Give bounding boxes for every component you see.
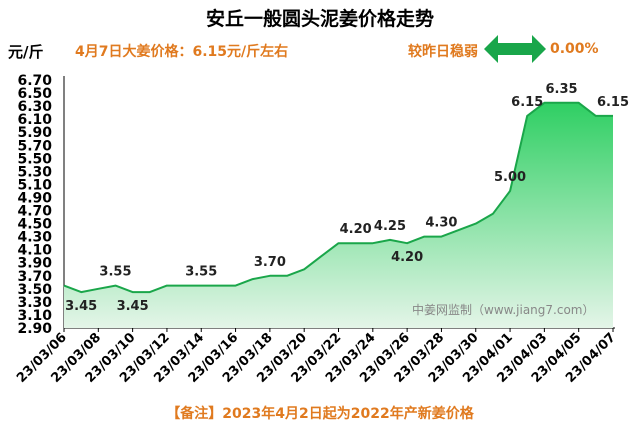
y-tick-label: 6.70 [17,73,52,89]
y-tick-label: 4.90 [17,190,52,206]
y-tick-label: 2.90 [17,321,52,337]
unit-label: 元/斤 [8,43,44,61]
y-tick-label: 5.90 [17,125,52,141]
data-label: 4.30 [425,216,457,231]
footnote: 【备注】2023年4月2日起为2022年产新姜价格 [166,406,474,422]
price-note: 4月7日大姜价格：6.15元/斤左右 [75,44,289,60]
data-label: 3.70 [254,255,286,270]
x-axis: 23/03/0623/03/0823/03/1023/03/1223/03/14… [14,327,619,386]
y-tick-label: 5.70 [17,138,52,154]
data-label: 3.55 [99,265,131,280]
data-label: 4.20 [391,250,423,265]
change-label: 较昨日稳弱 [408,44,478,60]
y-tick-label: 4.10 [17,243,52,259]
area-layer [63,101,613,328]
data-label: 4.25 [374,219,406,234]
data-label: 3.45 [117,299,149,314]
change-percent: 0.00% [550,41,599,57]
data-label: 4.20 [340,222,372,237]
y-tick-label: 6.10 [17,112,52,128]
price-area [64,102,613,328]
y-axis: 6.706.506.306.105.905.705.505.305.104.90… [17,73,65,337]
watermark: 中姜网监制（www.jiang7.com） [412,303,595,317]
y-tick-label: 3.90 [17,256,52,272]
data-label: 6.15 [597,95,629,110]
y-tick-label: 5.10 [17,177,52,193]
double-arrow-icon [484,35,546,63]
y-tick-label: 3.10 [17,308,52,324]
y-tick-label: 4.70 [17,204,52,220]
y-tick-label: 6.50 [17,86,52,102]
y-tick-label: 3.70 [17,269,52,285]
data-label: 3.45 [65,299,97,314]
data-label: 3.55 [185,265,217,280]
y-tick-label: 4.30 [17,230,52,246]
double-arrow-shape [484,35,546,63]
y-tick-label: 3.50 [17,282,52,298]
y-tick-label: 4.50 [17,217,52,233]
chart-title: 安丘一般圆头泥姜价格走势 [205,8,434,30]
y-tick-label: 5.50 [17,151,52,167]
y-tick-label: 3.30 [17,295,52,311]
data-label: 6.15 [511,95,543,110]
data-label-layer: 3.453.553.453.553.704.20 4.254.204.305.00… [65,82,629,314]
data-label: 6.35 [545,82,577,97]
data-label: 5.00 [494,170,526,185]
y-tick-label: 5.30 [17,164,52,180]
price-line [63,101,613,294]
y-tick-label: 6.30 [17,99,52,115]
